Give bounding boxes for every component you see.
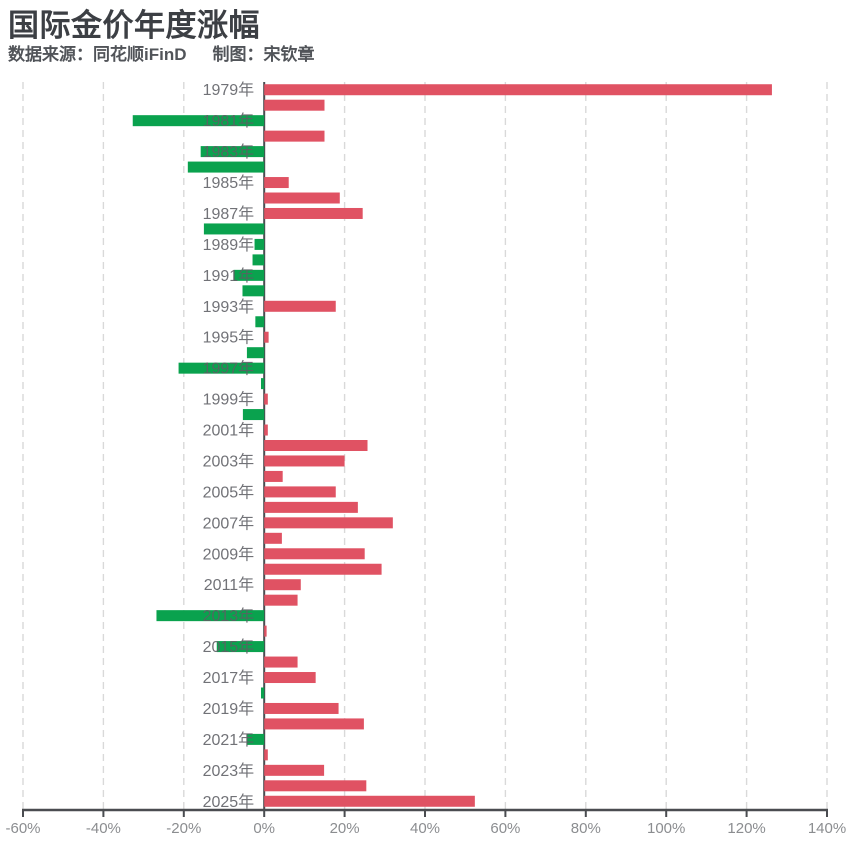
bar-2003	[264, 455, 345, 467]
x-tick-label-80: 80%	[571, 820, 601, 837]
year-label-2021: 2021年	[203, 731, 255, 749]
year-label-2025: 2025年	[203, 793, 255, 811]
year-label-1991: 1991年	[203, 267, 255, 285]
x-tick-label-60: 60%	[490, 820, 520, 837]
year-label-2015: 2015年	[203, 638, 255, 656]
bar-2017	[264, 672, 316, 684]
bar-1988	[203, 223, 265, 235]
bar-1980	[264, 99, 325, 111]
x-tick-label-100: 100%	[647, 820, 685, 837]
bar-1992	[242, 285, 265, 297]
bar-2000	[242, 409, 265, 421]
bar-1991	[233, 269, 265, 281]
year-label-2001: 2001年	[203, 422, 255, 440]
x-tick-label--40: -40%	[86, 820, 121, 837]
year-label-2003: 2003年	[203, 452, 255, 470]
source-label: 数据来源：	[8, 45, 93, 64]
bar-1986	[264, 192, 340, 204]
year-label-2011: 2011年	[204, 576, 254, 594]
bar-2002	[264, 440, 368, 451]
year-label-1997: 1997年	[203, 360, 255, 378]
bar-1994	[255, 316, 265, 328]
year-label-1985: 1985年	[203, 174, 255, 192]
bar-1996	[246, 347, 265, 359]
year-label-1979: 1979年	[203, 81, 255, 99]
year-label-2007: 2007年	[203, 514, 255, 532]
year-label-2017: 2017年	[203, 669, 255, 687]
bar-1993	[264, 300, 336, 312]
bar-2011	[264, 579, 301, 591]
bar-1997	[178, 362, 265, 374]
credit-label: 制图：	[212, 45, 264, 64]
year-label-2013: 2013年	[203, 607, 255, 625]
bar-2008	[264, 532, 282, 544]
x-tick-label--60: -60%	[5, 820, 40, 837]
page-title: 国际金价年度涨幅	[8, 8, 260, 43]
year-label-2005: 2005年	[203, 483, 255, 501]
bar-1981	[132, 115, 265, 127]
bar-1990	[252, 254, 265, 266]
bar-2007	[264, 517, 393, 529]
bar-2014	[264, 625, 267, 637]
year-label-2019: 2019年	[203, 700, 255, 718]
bar-2015	[216, 641, 265, 653]
bar-2025	[264, 795, 475, 807]
year-label-2009: 2009年	[203, 545, 255, 563]
year-label-2023: 2023年	[203, 762, 255, 780]
bar-2001	[264, 424, 268, 436]
bar-2016	[264, 656, 298, 668]
x-tick-label-0: 0%	[253, 820, 275, 837]
bar-2018	[260, 687, 265, 699]
bar-2010	[264, 563, 382, 575]
x-tick-label-40: 40%	[410, 820, 440, 837]
bar-1995	[264, 331, 269, 343]
year-label-1987: 1987年	[203, 205, 255, 223]
year-label-1999: 1999年	[203, 391, 255, 409]
bar-2024	[264, 780, 367, 792]
source-value: 同花顺iFinD	[93, 45, 187, 64]
x-tick-label-120: 120%	[727, 820, 765, 837]
bar-1989	[254, 238, 265, 250]
x-tick-label-20: 20%	[330, 820, 360, 837]
bar-1985	[264, 177, 289, 189]
year-label-1989: 1989年	[203, 236, 255, 254]
bar-2013	[156, 610, 265, 622]
bar-2006	[264, 501, 358, 513]
bar-1979	[264, 84, 772, 96]
bar-2009	[264, 548, 365, 560]
bar-2021	[246, 733, 265, 745]
year-label-1983: 1983年	[203, 143, 255, 161]
bar-2012	[264, 594, 298, 606]
credit-value: 宋钦章	[263, 45, 315, 64]
bar-1998	[260, 378, 265, 390]
bar-2023	[264, 764, 325, 776]
bar-1999	[264, 393, 268, 405]
bar-2004	[264, 470, 283, 482]
source-credit-line: 数据来源：同花顺iFinD 制图：宋钦章	[8, 40, 315, 65]
bar-2022	[264, 749, 268, 761]
x-tick-label-140: 140%	[808, 820, 846, 837]
year-label-1993: 1993年	[203, 298, 255, 316]
bar-2020	[264, 718, 364, 730]
bar-1982	[264, 130, 325, 142]
year-label-1981: 1981年	[203, 112, 255, 130]
bar-1984	[187, 161, 265, 173]
x-tick-label--20: -20%	[166, 820, 201, 837]
bar-2019	[264, 702, 339, 714]
bar-1987	[264, 207, 363, 219]
bar-2005	[264, 486, 336, 498]
year-label-1995: 1995年	[203, 329, 255, 347]
bar-1983	[200, 146, 265, 158]
